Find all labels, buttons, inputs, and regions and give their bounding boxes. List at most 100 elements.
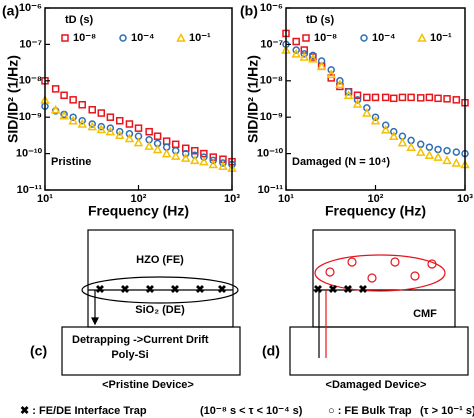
y-tick-label: 10⁻⁶ bbox=[19, 2, 42, 14]
note: Detrapping ->Current Drift bbox=[72, 334, 209, 346]
x-tick-label: 10² bbox=[368, 193, 384, 205]
point bbox=[407, 93, 415, 102]
point bbox=[316, 61, 327, 71]
substrate bbox=[289, 326, 469, 376]
point bbox=[371, 93, 380, 102]
point bbox=[200, 153, 208, 161]
y-axis-label: SID/ID² (1/Hz) bbox=[245, 55, 261, 143]
panel-label: (a) bbox=[2, 3, 19, 19]
diagram-d bbox=[289, 229, 469, 376]
point bbox=[415, 147, 426, 156]
trap: ✖ bbox=[217, 284, 226, 296]
interface-traps: ✖ ✖ ✖ ✖ bbox=[313, 284, 367, 296]
point bbox=[390, 94, 398, 103]
diagram-c bbox=[61, 229, 241, 376]
point bbox=[181, 149, 190, 158]
x-axis-label: Frequency (Hz) bbox=[325, 203, 426, 219]
bulk-trap bbox=[347, 257, 357, 267]
interface-traps: ✖ ✖ ✖ ✖ ✖ ✖ bbox=[95, 284, 226, 296]
point bbox=[170, 151, 181, 160]
point bbox=[424, 150, 435, 160]
point bbox=[97, 109, 106, 117]
y-tick-label: 10⁻⁹ bbox=[19, 111, 42, 123]
point bbox=[68, 115, 78, 125]
point bbox=[433, 152, 443, 161]
arrow-head bbox=[91, 317, 99, 326]
point bbox=[115, 127, 124, 136]
point bbox=[443, 146, 451, 155]
point bbox=[97, 122, 106, 131]
point bbox=[88, 106, 96, 114]
point bbox=[59, 110, 69, 120]
point bbox=[190, 155, 200, 165]
trap: ✖ bbox=[313, 284, 322, 296]
point bbox=[452, 148, 461, 156]
x-tick-label: 10¹ bbox=[278, 193, 294, 205]
legend-interface: ✖ : FE/DE Interface Trap bbox=[20, 405, 147, 417]
legend-label: 10⁻¹ bbox=[430, 32, 452, 44]
legend-label: 10⁻⁸ bbox=[73, 32, 96, 44]
legend-marker bbox=[61, 34, 69, 42]
point bbox=[352, 98, 363, 108]
legend-label: 10⁻⁴ bbox=[372, 32, 395, 44]
point bbox=[425, 143, 434, 151]
bulk-ellipse bbox=[314, 254, 446, 292]
trap: ✖ bbox=[120, 284, 129, 296]
point bbox=[390, 127, 398, 136]
point bbox=[134, 124, 143, 132]
x-tick-label: 10³ bbox=[224, 193, 240, 205]
trap: ✖ bbox=[170, 284, 179, 296]
point bbox=[199, 156, 209, 166]
point bbox=[87, 121, 97, 131]
point bbox=[209, 156, 217, 165]
point bbox=[106, 113, 115, 121]
legend-marker bbox=[302, 34, 310, 42]
point bbox=[180, 153, 191, 162]
point bbox=[442, 155, 452, 165]
point bbox=[336, 77, 344, 85]
point bbox=[370, 115, 381, 125]
point bbox=[291, 48, 301, 58]
point bbox=[88, 120, 96, 128]
point bbox=[353, 91, 362, 100]
y-tick-label: 10⁻⁷ bbox=[260, 38, 283, 50]
legend-label: 10⁻¹ bbox=[189, 32, 211, 44]
point bbox=[443, 95, 451, 103]
point bbox=[50, 104, 61, 114]
point bbox=[60, 91, 68, 100]
fe-label: HZO (FE) bbox=[136, 254, 184, 266]
point bbox=[219, 159, 227, 167]
point bbox=[343, 90, 354, 100]
point bbox=[153, 132, 162, 140]
legend-bulk: ○ : FE Bulk Trap bbox=[328, 405, 412, 417]
y-tick-label: 10⁻⁸ bbox=[19, 75, 42, 87]
point bbox=[363, 93, 371, 102]
point bbox=[161, 148, 172, 158]
point bbox=[125, 120, 134, 128]
point bbox=[69, 113, 77, 121]
caption: <Pristine Device> bbox=[102, 379, 194, 391]
trap: ✖ bbox=[328, 284, 337, 296]
point bbox=[218, 161, 228, 170]
point bbox=[133, 137, 144, 147]
legend-marker bbox=[176, 32, 186, 42]
point bbox=[77, 118, 87, 128]
point bbox=[353, 96, 362, 104]
point bbox=[78, 100, 86, 109]
point bbox=[425, 93, 434, 102]
point bbox=[308, 53, 318, 63]
substrate bbox=[61, 326, 241, 376]
point bbox=[416, 94, 425, 102]
y-tick-label: 10⁻¹⁰ bbox=[16, 148, 43, 160]
point bbox=[398, 93, 407, 102]
legend-marker bbox=[360, 34, 368, 42]
point bbox=[381, 121, 390, 130]
legend-title: tD (s) bbox=[65, 14, 93, 26]
trap: ✖ bbox=[95, 284, 104, 296]
y-tick-label: 10⁻¹¹ bbox=[258, 184, 284, 196]
annotation: Damaged (N = 10⁴) bbox=[292, 156, 390, 168]
point bbox=[114, 130, 125, 139]
trap: ✖ bbox=[343, 284, 352, 296]
point bbox=[208, 159, 218, 169]
